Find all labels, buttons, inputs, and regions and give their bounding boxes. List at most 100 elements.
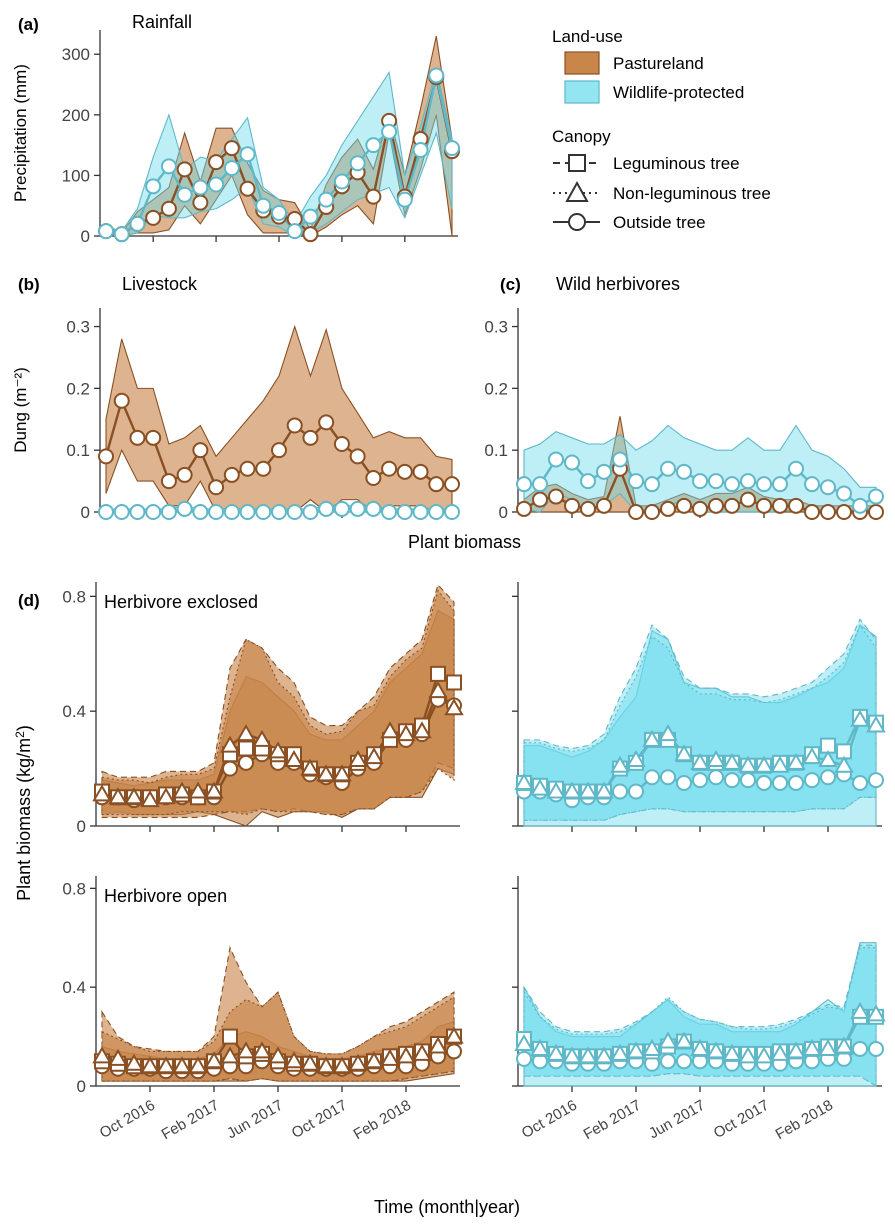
panel-title-b: Livestock — [122, 274, 198, 294]
point-d4-2 — [578, 1046, 598, 1064]
x-tick-label-d3: Jun 2017 — [224, 1097, 286, 1143]
point-d3-2 — [252, 1041, 272, 1059]
point-d2-0 — [852, 774, 868, 791]
point-c-0 — [724, 497, 740, 514]
point-d3-2 — [428, 1036, 448, 1054]
point-c-0 — [708, 497, 724, 514]
point-c-1 — [580, 473, 596, 490]
point-c-0 — [596, 497, 612, 514]
point-c-0 — [804, 504, 820, 520]
point-c-0 — [772, 497, 788, 514]
point-d1-2 — [172, 781, 192, 799]
point-c-0 — [660, 500, 676, 517]
point-d2-2 — [754, 755, 774, 773]
point-b-0 — [444, 476, 460, 493]
point-a-1 — [113, 226, 130, 243]
legend-key-outside — [553, 213, 600, 231]
point-a-0 — [176, 161, 193, 178]
point-c-1 — [532, 476, 548, 493]
point-d2-2 — [610, 755, 630, 773]
point-d4-2 — [722, 1043, 742, 1061]
point-d4-2 — [850, 1001, 870, 1019]
point-c-1 — [836, 485, 852, 502]
point-a-0 — [302, 226, 319, 243]
y-tick-label-c: 0.3 — [484, 318, 508, 337]
point-d1-2 — [236, 724, 256, 742]
panel-label-b: (b) — [18, 275, 40, 294]
point-b-0 — [412, 463, 429, 480]
point-d4-2 — [834, 1036, 854, 1054]
x-tick-label-d4: Feb 2018 — [773, 1097, 836, 1143]
panel-label-c: (c) — [500, 275, 521, 294]
legend: Land-use Pastureland Wildlife-protected … — [552, 27, 771, 232]
point-b-0 — [208, 479, 225, 496]
x-tick-label-d4: Oct 2016 — [519, 1097, 580, 1142]
point-a-0 — [145, 209, 162, 226]
point-b-1 — [192, 504, 209, 520]
point-c-1 — [692, 473, 708, 490]
point-d4-2 — [546, 1043, 566, 1061]
point-a-0 — [208, 154, 225, 171]
point-c-0 — [532, 491, 548, 508]
legend-land-use-title: Land-use — [552, 27, 623, 46]
point-d2-2 — [722, 752, 742, 770]
point-d2-2 — [594, 781, 614, 799]
point-d3-2 — [236, 1041, 256, 1059]
point-b-0 — [176, 466, 193, 483]
point-a-1 — [129, 215, 146, 232]
point-a-1 — [381, 123, 398, 140]
point-b-1 — [412, 504, 429, 520]
point-c-1 — [788, 460, 804, 477]
point-b-0 — [192, 442, 209, 459]
point-a-1 — [255, 197, 272, 214]
point-b-0 — [349, 448, 366, 465]
point-d1-2 — [204, 781, 224, 799]
point-c-1 — [548, 451, 564, 468]
legend-label-non-leguminous: Non-leguminous tree — [613, 184, 771, 203]
point-b-0 — [302, 429, 319, 446]
point-b-0 — [129, 429, 146, 446]
y-tick-label-a: 200 — [62, 106, 90, 125]
legend-label-outside: Outside tree — [613, 213, 706, 232]
point-a-0 — [192, 194, 209, 211]
point-d3-2 — [124, 1053, 144, 1071]
point-d2-0 — [612, 783, 628, 800]
point-d4-2 — [658, 1031, 678, 1049]
point-b-0 — [396, 463, 413, 480]
point-a-0 — [223, 140, 240, 157]
point-b-1 — [428, 504, 445, 520]
point-b-0 — [428, 476, 445, 493]
y-axis-title-a: Precipitation (mm) — [11, 64, 30, 202]
point-d3-2 — [412, 1043, 432, 1061]
point-b-1 — [255, 504, 272, 520]
point-d2-0 — [756, 774, 772, 791]
point-d3-1 — [222, 1028, 238, 1045]
point-d2-2 — [802, 747, 822, 765]
point-d2-0 — [788, 774, 804, 791]
point-a-1 — [428, 67, 445, 84]
point-c-1 — [804, 476, 820, 493]
point-b-1 — [365, 500, 382, 517]
point-d2-2 — [850, 709, 870, 727]
y-tick-label-a: 100 — [62, 166, 90, 185]
point-d2-2 — [690, 752, 710, 770]
point-c-1 — [756, 476, 772, 493]
y-tick-label-b: 0.1 — [66, 441, 90, 460]
point-d2-0 — [740, 772, 756, 789]
point-d3-2 — [348, 1053, 368, 1071]
point-b-1 — [286, 504, 303, 520]
y-tick-label-d1: 0 — [77, 817, 86, 836]
panel-a: 0 100 200 300 (a) Rainfall Precipitation (mm) — [11, 12, 460, 246]
point-d1-1 — [238, 740, 254, 757]
point-c-1 — [820, 479, 836, 496]
point-b-1 — [333, 500, 350, 517]
point-d4-2 — [754, 1046, 774, 1064]
y-tick-label-b: 0 — [81, 503, 90, 522]
point-c-0 — [836, 504, 852, 520]
point-d4-2 — [770, 1043, 790, 1061]
point-d4-2 — [594, 1046, 614, 1064]
point-b-1 — [444, 504, 460, 520]
point-d1-2 — [332, 764, 352, 782]
point-a-1 — [444, 140, 460, 157]
